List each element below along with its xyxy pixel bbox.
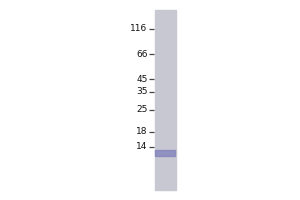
Text: 66: 66 <box>136 50 148 59</box>
Bar <box>154 10 176 190</box>
Text: 116: 116 <box>130 24 148 33</box>
Text: 18: 18 <box>136 127 148 136</box>
Text: 14: 14 <box>136 142 148 151</box>
Text: 25: 25 <box>136 105 148 114</box>
Bar <box>155 150 175 156</box>
Text: 45: 45 <box>136 75 148 84</box>
Text: 35: 35 <box>136 87 148 96</box>
